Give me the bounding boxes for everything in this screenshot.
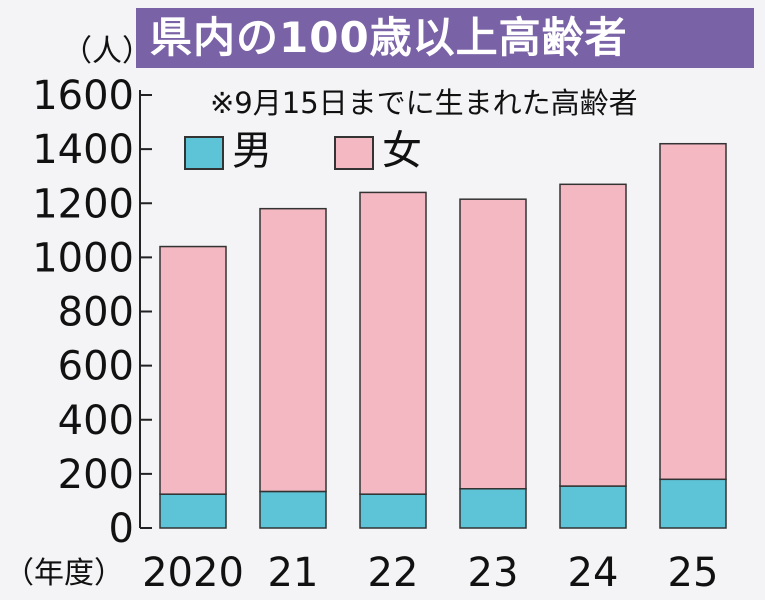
bar-segment-male	[159, 493, 227, 529]
bar-segment-male	[659, 478, 727, 529]
x-tick-label: 23	[468, 550, 519, 596]
x-tick-label: 22	[368, 550, 419, 596]
y-tick-label: 800	[58, 290, 134, 336]
bar-segment-female	[559, 183, 627, 487]
bar-segment-male	[459, 488, 527, 529]
chart-subtitle-note: ※9月15日までに生まれた高齢者	[210, 86, 638, 120]
y-tick-label: 0	[109, 506, 134, 552]
y-tick-label: 400	[58, 398, 134, 444]
x-tick-label: 2020	[142, 550, 244, 596]
y-tick-label: 1400	[32, 127, 134, 173]
legend-label-male: 男	[232, 128, 272, 174]
x-tick-label: 25	[668, 550, 719, 596]
bar-segment-male	[559, 485, 627, 529]
x-tick-label: 24	[568, 550, 619, 596]
y-axis-unit-label: （人）	[62, 34, 152, 69]
x-tick-label: 21	[268, 550, 319, 596]
y-tick-label: 1200	[32, 181, 134, 227]
bar-segment-female	[659, 142, 727, 481]
chart-title: 県内の100歳以上高齢者	[136, 8, 754, 68]
y-tick-label: 1600	[32, 73, 134, 119]
x-axis-caption: （年度）	[4, 556, 124, 591]
bar-segment-male	[359, 493, 427, 529]
y-tick-label: 600	[58, 344, 134, 390]
y-tick-label: 1000	[32, 235, 134, 281]
legend-swatch-male	[184, 136, 224, 170]
legend-swatch-female	[334, 136, 374, 170]
bar-segment-female	[459, 198, 527, 490]
bar-segment-female	[159, 245, 227, 495]
legend-label-female: 女	[382, 128, 422, 174]
bar-segment-female	[259, 207, 327, 493]
bar-segment-female	[359, 191, 427, 495]
y-tick-label: 200	[58, 452, 134, 498]
bar-segment-male	[259, 490, 327, 529]
